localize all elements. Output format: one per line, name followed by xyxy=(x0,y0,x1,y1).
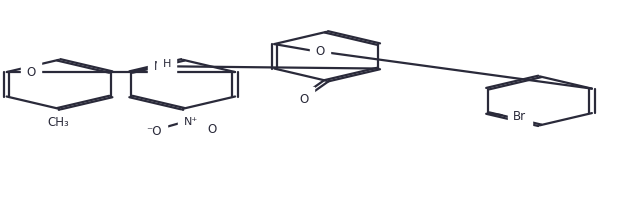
Text: O: O xyxy=(26,66,35,79)
Text: ⁻O: ⁻O xyxy=(146,125,161,138)
Text: CH₃: CH₃ xyxy=(48,116,70,129)
Text: H: H xyxy=(163,59,171,69)
Text: N: N xyxy=(154,60,163,73)
Text: O: O xyxy=(208,123,217,136)
Text: O: O xyxy=(300,93,308,106)
Text: Br: Br xyxy=(513,110,526,123)
Text: N⁺: N⁺ xyxy=(184,117,198,127)
Text: O: O xyxy=(316,45,324,58)
